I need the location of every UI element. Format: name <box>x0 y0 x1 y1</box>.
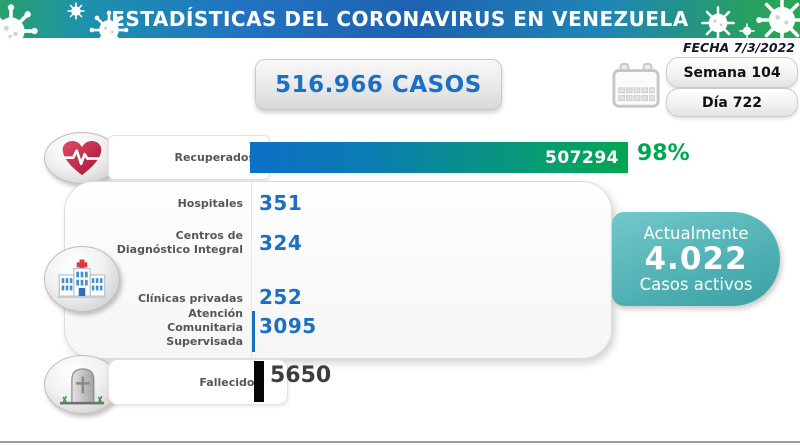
active-cases-caption: Actualmente <box>643 224 749 243</box>
total-cases-badge: 516.966 CASOS <box>255 59 502 110</box>
week-label: Semana 104 <box>683 64 781 81</box>
facility-label-hospitales: Hospitales <box>177 197 243 210</box>
virus-icon <box>739 23 755 39</box>
facility-label-cdi: Centros de Diagnóstico Integral <box>116 229 243 256</box>
header-bar: ESTADÍSTICAS DEL CORONAVIRUS EN VENEZUEL… <box>0 0 800 58</box>
deceased-label: Fallecidos <box>199 375 261 389</box>
facility-value-clinicas: 252 <box>259 285 303 309</box>
page-title: ESTADÍSTICAS DEL CORONAVIRUS EN VENEZUEL… <box>111 7 689 31</box>
facility-value-hospitales: 351 <box>259 191 303 215</box>
total-cases-text: 516.966 CASOS <box>275 71 482 98</box>
recovered-label-box: Recuperados <box>108 135 270 180</box>
day-label: Día 722 <box>702 94 762 111</box>
panel-divider <box>251 182 252 358</box>
week-badge: Semana 104 <box>666 57 798 88</box>
virus-icon <box>67 2 85 20</box>
virus-icon <box>89 10 129 50</box>
bottom-divider <box>0 441 800 443</box>
virus-icon <box>756 0 800 46</box>
recovered-label: Recuperados <box>174 151 255 164</box>
active-cases-subcaption: Casos activos <box>639 275 753 294</box>
deceased-icon-holder <box>44 355 120 414</box>
deceased-value: 5650 <box>270 363 332 388</box>
virus-icon <box>701 6 735 40</box>
facilities-panel: Hospitales 351 Centros de Diagnóstico In… <box>64 181 612 359</box>
tombstone-icon <box>60 367 104 404</box>
recovered-bar: 507294 <box>250 142 628 173</box>
heart-pulse-icon <box>62 140 102 175</box>
date-label: FECHA 7/3/2022 <box>682 40 795 55</box>
facility-value-cdi: 324 <box>259 231 303 255</box>
deceased-tick <box>254 361 264 402</box>
recovered-percent: 98% <box>637 141 690 166</box>
recovered-value: 507294 <box>545 147 619 168</box>
facility-value-acs: 3095 <box>259 314 317 338</box>
facility-label-acs: Atención Comunitaria Supervisada <box>166 307 243 348</box>
virus-icon <box>0 4 38 58</box>
facility-tick-acs <box>252 311 255 352</box>
recovered-icon-holder <box>44 132 120 184</box>
active-cases-value: 4.022 <box>644 241 748 277</box>
hospital-icon-holder <box>44 246 120 312</box>
day-badge: Día 722 <box>666 88 798 117</box>
hospital-icon <box>57 259 107 299</box>
active-cases-badge: Actualmente 4.022 Casos activos <box>612 212 780 306</box>
calendar-icon <box>611 62 661 110</box>
facility-label-clinicas: Clínicas privadas <box>137 292 243 305</box>
